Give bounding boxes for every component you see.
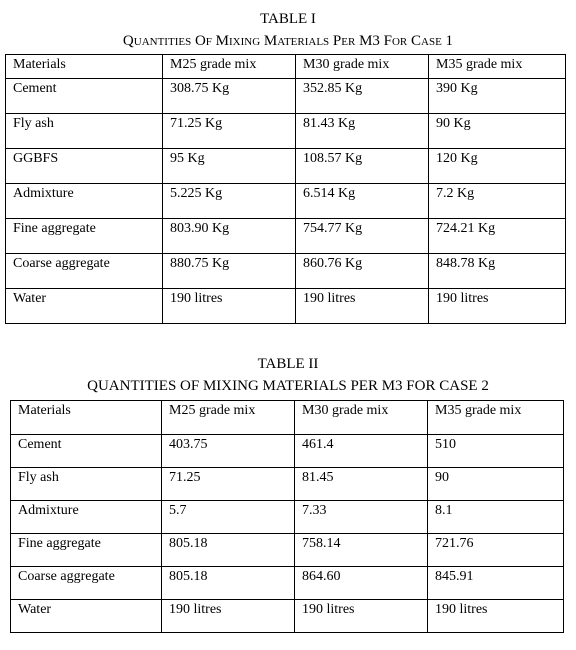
value-cell: 190 litres [428, 288, 566, 324]
value-cell: 352.85 Kg [295, 78, 429, 114]
value-cell: 880.75 Kg [162, 253, 296, 289]
value-cell: 510 [427, 434, 564, 468]
table-row: Coarse aggregate 805.18 864.60 845.91 [10, 566, 564, 600]
value-cell: 90 Kg [428, 113, 566, 149]
value-cell: 5.225 Kg [162, 183, 296, 219]
table-row: Fine aggregate 805.18 758.14 721.76 [10, 533, 564, 567]
table-row: Fly ash 71.25 Kg 81.43 Kg 90 Kg [5, 113, 566, 149]
material-cell: Fine aggregate [5, 218, 163, 254]
table-row: Admixture 5.7 7.33 8.1 [10, 500, 564, 534]
table1-title: Quantities Of Mixing Materials Per M3 Fo… [122, 33, 454, 49]
table-row: Fly ash 71.25 81.45 90 [10, 467, 564, 501]
table-row: Water 190 litres 190 litres 190 litres [10, 599, 564, 633]
value-cell: 6.514 Kg [295, 183, 429, 219]
value-cell: 724.21 Kg [428, 218, 566, 254]
value-cell: 461.4 [294, 434, 428, 468]
value-cell: 71.25 [161, 467, 295, 501]
value-cell: 81.43 Kg [295, 113, 429, 149]
table-row: Cement 308.75 Kg 352.85 Kg 390 Kg [5, 78, 566, 114]
table-header-row: Materials M25 grade mix M30 grade mix M3… [10, 400, 564, 435]
value-cell: 754.77 Kg [295, 218, 429, 254]
value-cell: 190 litres [161, 599, 295, 633]
table2-label: TABLE II [257, 356, 319, 372]
value-cell: 95 Kg [162, 148, 296, 184]
material-cell: Water [10, 599, 162, 633]
material-cell: Coarse aggregate [10, 566, 162, 600]
material-cell: Fly ash [10, 467, 162, 501]
value-cell: 190 litres [427, 599, 564, 633]
table-row: Water 190 litres 190 litres 190 litres [5, 288, 566, 324]
value-cell: 190 litres [162, 288, 296, 324]
table2-title: QUANTITIES OF MIXING MATERIALS PER M3 FO… [87, 378, 489, 394]
value-cell: 864.60 [294, 566, 428, 600]
material-cell: Fine aggregate [10, 533, 162, 567]
material-cell: Cement [10, 434, 162, 468]
table-row: Admixture 5.225 Kg 6.514 Kg 7.2 Kg [5, 183, 566, 219]
value-cell: 81.45 [294, 467, 428, 501]
table1-label: TABLE I [260, 11, 316, 27]
header-cell: M35 grade mix [427, 400, 564, 435]
value-cell: 108.57 Kg [295, 148, 429, 184]
value-cell: 390 Kg [428, 78, 566, 114]
value-cell: 5.7 [161, 500, 295, 534]
value-cell: 190 litres [295, 288, 429, 324]
value-cell: 860.76 Kg [295, 253, 429, 289]
value-cell: 7.33 [294, 500, 428, 534]
header-cell: Materials [10, 400, 162, 435]
header-cell: M25 grade mix [162, 54, 296, 79]
table-row: GGBFS 95 Kg 108.57 Kg 120 Kg [5, 148, 566, 184]
material-cell: Admixture [5, 183, 163, 219]
value-cell: 845.91 [427, 566, 564, 600]
header-cell: M35 grade mix [428, 54, 566, 79]
value-cell: 805.18 [161, 566, 295, 600]
table-row: Cement 403.75 461.4 510 [10, 434, 564, 468]
value-cell: 308.75 Kg [162, 78, 296, 114]
value-cell: 120 Kg [428, 148, 566, 184]
header-cell: M30 grade mix [295, 54, 429, 79]
value-cell: 90 [427, 467, 564, 501]
value-cell: 758.14 [294, 533, 428, 567]
header-cell: M25 grade mix [161, 400, 295, 435]
table1: Materials M25 grade mix M30 grade mix M3… [5, 54, 566, 324]
value-cell: 721.76 [427, 533, 564, 567]
material-cell: Admixture [10, 500, 162, 534]
material-cell: Water [5, 288, 163, 324]
value-cell: 403.75 [161, 434, 295, 468]
value-cell: 7.2 Kg [428, 183, 566, 219]
value-cell: 803.90 Kg [162, 218, 296, 254]
material-cell: GGBFS [5, 148, 163, 184]
table-row: Coarse aggregate 880.75 Kg 860.76 Kg 848… [5, 253, 566, 289]
header-cell: M30 grade mix [294, 400, 428, 435]
value-cell: 8.1 [427, 500, 564, 534]
material-cell: Cement [5, 78, 163, 114]
header-cell: Materials [5, 54, 163, 79]
value-cell: 805.18 [161, 533, 295, 567]
value-cell: 848.78 Kg [428, 253, 566, 289]
table-header-row: Materials M25 grade mix M30 grade mix M3… [5, 54, 566, 79]
value-cell: 190 litres [294, 599, 428, 633]
material-cell: Fly ash [5, 113, 163, 149]
value-cell: 71.25 Kg [162, 113, 296, 149]
material-cell: Coarse aggregate [5, 253, 163, 289]
table-row: Fine aggregate 803.90 Kg 754.77 Kg 724.2… [5, 218, 566, 254]
table2: Materials M25 grade mix M30 grade mix M3… [10, 400, 564, 633]
